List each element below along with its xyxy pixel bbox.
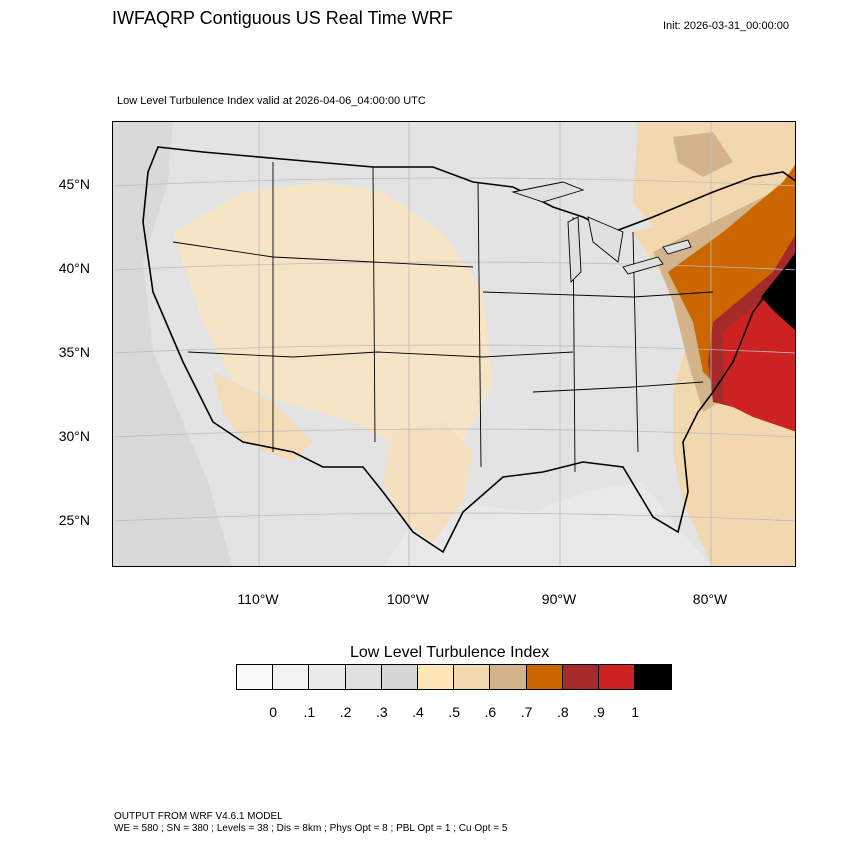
colorbar-swatch-9: [562, 665, 599, 689]
gulf-of-mexico: [384, 482, 712, 566]
us-outline: [142, 146, 795, 554]
colorbar-tick-label: .5: [448, 704, 461, 720]
colorbar-tick-label: .2: [339, 704, 352, 720]
great-lakes: [511, 181, 692, 284]
colorbar-swatch-11: [635, 665, 672, 689]
lon-label-110: 110°W: [237, 591, 279, 607]
offshore-black-core: [761, 254, 795, 331]
model-config: WE = 580 ; SN = 380 ; Levels = 38 ; Dis …: [114, 823, 508, 834]
colorbar-tick-label: 0: [269, 704, 278, 720]
map-canvas: [113, 122, 795, 566]
lat-label-35: 35°N: [58, 344, 90, 360]
lat-label-30: 30°N: [58, 428, 90, 444]
colorbar-swatch-7: [490, 665, 527, 689]
lat-label-45: 45°N: [58, 176, 90, 192]
colorbar-swatch-3: [345, 665, 382, 689]
colorbar-title: Low Level Turbulence Index: [350, 644, 550, 661]
colorbar-swatch-10: [598, 665, 636, 689]
model-info: OUTPUT FROM WRF V4.6.1 MODEL: [114, 811, 283, 822]
lon-label-90: 90°W: [541, 591, 577, 607]
colorbar-tick-label: .8: [556, 704, 569, 720]
colorbar-tick-label: .3: [375, 704, 388, 720]
colorbar-tick-label: .1: [303, 704, 316, 720]
turbulence-map: [112, 121, 796, 567]
lat-label-25: 25°N: [58, 512, 90, 528]
colorbar-tick-label: .9: [593, 704, 605, 720]
lon-label-100: 100°W: [386, 591, 430, 607]
western-turbulence-area: [173, 182, 493, 452]
colorbar-tick-label: .4: [412, 704, 424, 720]
colorbar-tick-label: 1: [631, 704, 640, 720]
colorbar-tick-label: .7: [520, 704, 533, 720]
texas-turbulence-area: [383, 422, 473, 542]
init-time: Init: 2026-03-31_00:00:00: [663, 20, 789, 32]
colorbar-swatch-0: [237, 665, 274, 689]
graticule: [113, 122, 795, 566]
colorbar-tick-label: .6: [484, 704, 497, 720]
colorbar-swatch-4: [381, 665, 418, 689]
colorbar-swatch-2: [309, 665, 346, 689]
southwest-turbulence-area: [213, 372, 313, 462]
canada-core-area: [673, 132, 733, 177]
colorbar-swatch-5: [417, 665, 455, 689]
lat-label-40: 40°N: [58, 260, 90, 276]
plot-subtitle: Low Level Turbulence Index valid at 2026…: [117, 95, 426, 107]
colorbar-swatch-8: [526, 665, 563, 689]
pacific-ocean: [113, 122, 233, 566]
page-title: IWFAQRP Contiguous US Real Time WRF: [112, 8, 453, 28]
colorbar-swatch-6: [454, 665, 491, 689]
colorbar: [236, 664, 673, 690]
lon-label-80: 80°W: [692, 591, 728, 607]
colorbar-swatch-1: [273, 665, 310, 689]
